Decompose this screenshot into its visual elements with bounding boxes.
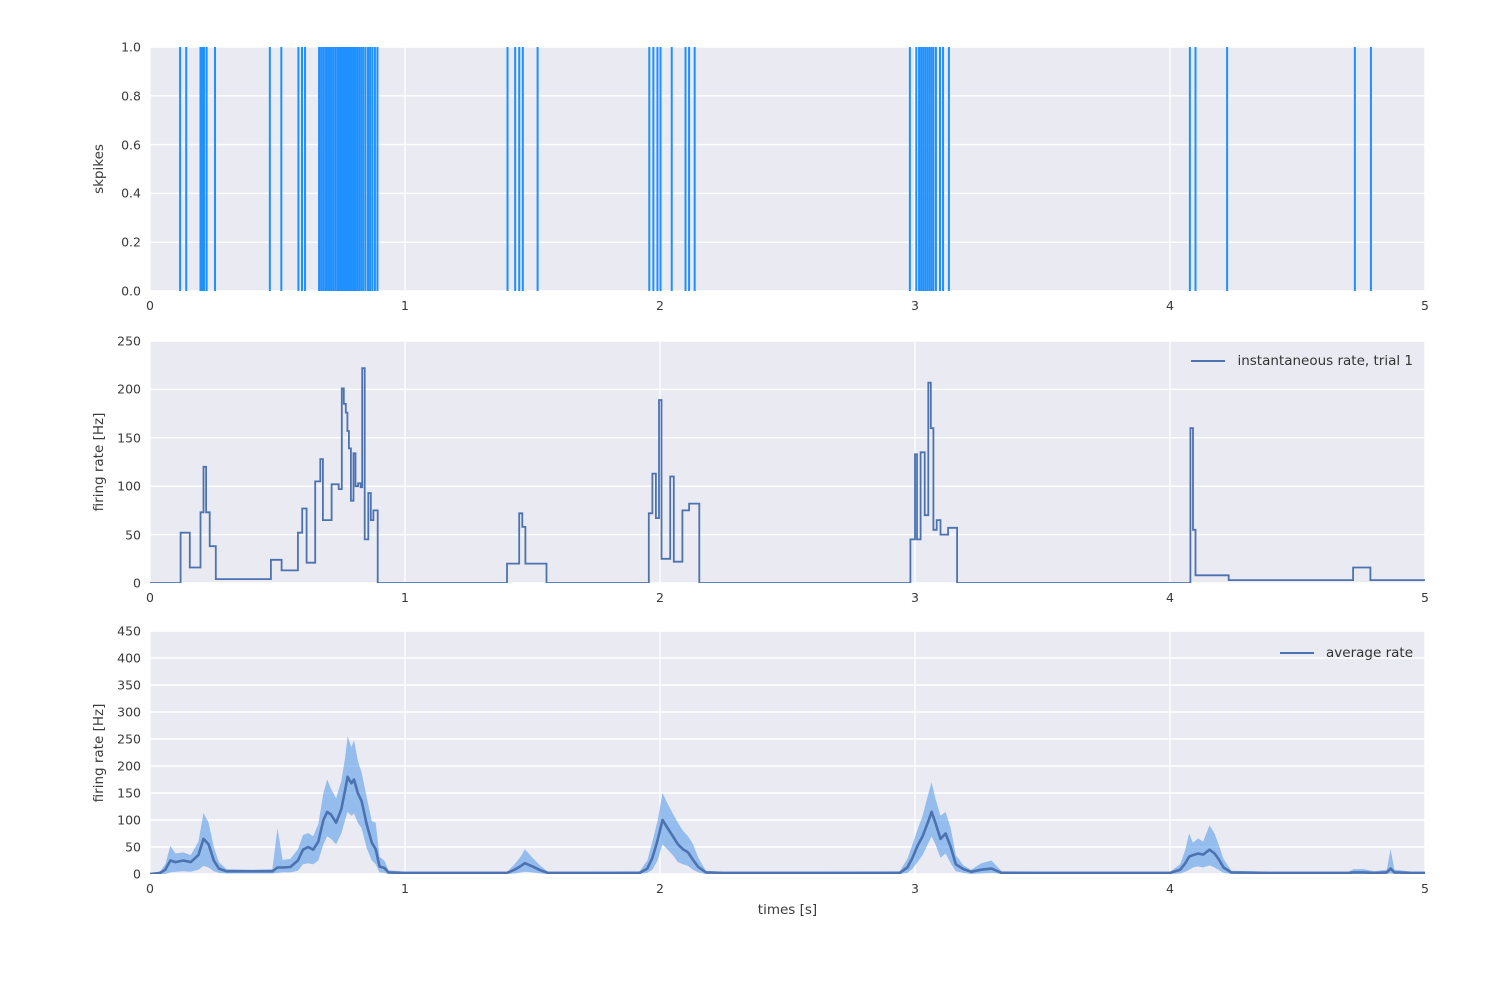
y-axis-label-instantaneous-rate: firing rate [Hz] (91, 412, 107, 512)
y-tick-label: 0.8 (121, 88, 141, 104)
average-rate-canvas (150, 631, 1425, 874)
x-tick-label: 4 (1166, 298, 1174, 313)
y-tick-label: 1.0 (121, 39, 141, 55)
legend-line-sample (1191, 360, 1226, 362)
y-tick-label: 250 (117, 333, 141, 349)
x-tick-label: 1 (401, 298, 409, 313)
x-tick-label: 1 (401, 881, 409, 896)
y-tick-label: 150 (117, 430, 141, 446)
y-axis-label-spikes: skpikes (91, 144, 107, 194)
y-axis-label-average-rate: firing rate [Hz] (91, 703, 107, 802)
spike-raster-canvas (150, 47, 1425, 291)
x-tick-label: 5 (1421, 590, 1429, 605)
legend-label: instantaneous rate, trial 1 (1237, 353, 1413, 369)
y-tick-label: 300 (117, 704, 141, 720)
std-band-area (150, 736, 1425, 874)
y-tick-label: 100 (117, 812, 141, 828)
x-tick-label: 4 (1166, 881, 1174, 896)
legend-label: average rate (1326, 645, 1413, 661)
x-tick-label: 1 (401, 590, 409, 605)
x-tick-label: 4 (1166, 590, 1174, 605)
y-tick-label: 200 (117, 381, 141, 397)
y-tick-label: 250 (117, 731, 141, 747)
y-tick-label: 0.0 (121, 283, 141, 299)
instantaneous-rate-canvas (150, 341, 1425, 583)
average-rate-mean-line (150, 775, 1425, 874)
x-tick-label: 2 (656, 590, 664, 605)
x-axis-label-times: times [s] (757, 902, 818, 918)
legend-average-rate: average rate (1280, 645, 1413, 661)
y-tick-label: 0.2 (121, 234, 141, 250)
x-tick-label: 0 (146, 298, 154, 313)
x-tick-label: 0 (146, 881, 154, 896)
x-tick-label: 5 (1421, 881, 1429, 896)
y-tick-label: 350 (117, 677, 141, 693)
instantaneous-rate-step-line (150, 367, 1425, 583)
y-tick-label: 50 (125, 527, 141, 543)
x-tick-label: 0 (146, 590, 154, 605)
x-tick-label: 2 (656, 298, 664, 313)
x-tick-label: 3 (911, 298, 919, 313)
x-tick-label: 3 (911, 881, 919, 896)
y-tick-label: 0.4 (121, 185, 141, 201)
x-tick-label: 3 (911, 590, 919, 605)
x-tick-label: 2 (656, 881, 664, 896)
subplot-average-rate (150, 631, 1425, 874)
legend-line-sample (1280, 652, 1315, 654)
y-tick-label: 0 (133, 866, 141, 882)
y-tick-label: 450 (117, 623, 141, 639)
legend-instantaneous-rate: instantaneous rate, trial 1 (1191, 353, 1413, 369)
y-tick-label: 400 (117, 650, 141, 666)
y-tick-label: 0 (133, 575, 141, 591)
y-tick-label: 150 (117, 785, 141, 801)
y-tick-label: 0.6 (121, 137, 141, 153)
y-tick-label: 100 (117, 478, 141, 494)
y-tick-label: 200 (117, 758, 141, 774)
y-tick-label: 50 (125, 839, 141, 855)
x-tick-label: 5 (1421, 298, 1429, 313)
subplot-spike-raster (150, 47, 1425, 291)
subplot-instantaneous-rate (150, 341, 1425, 583)
